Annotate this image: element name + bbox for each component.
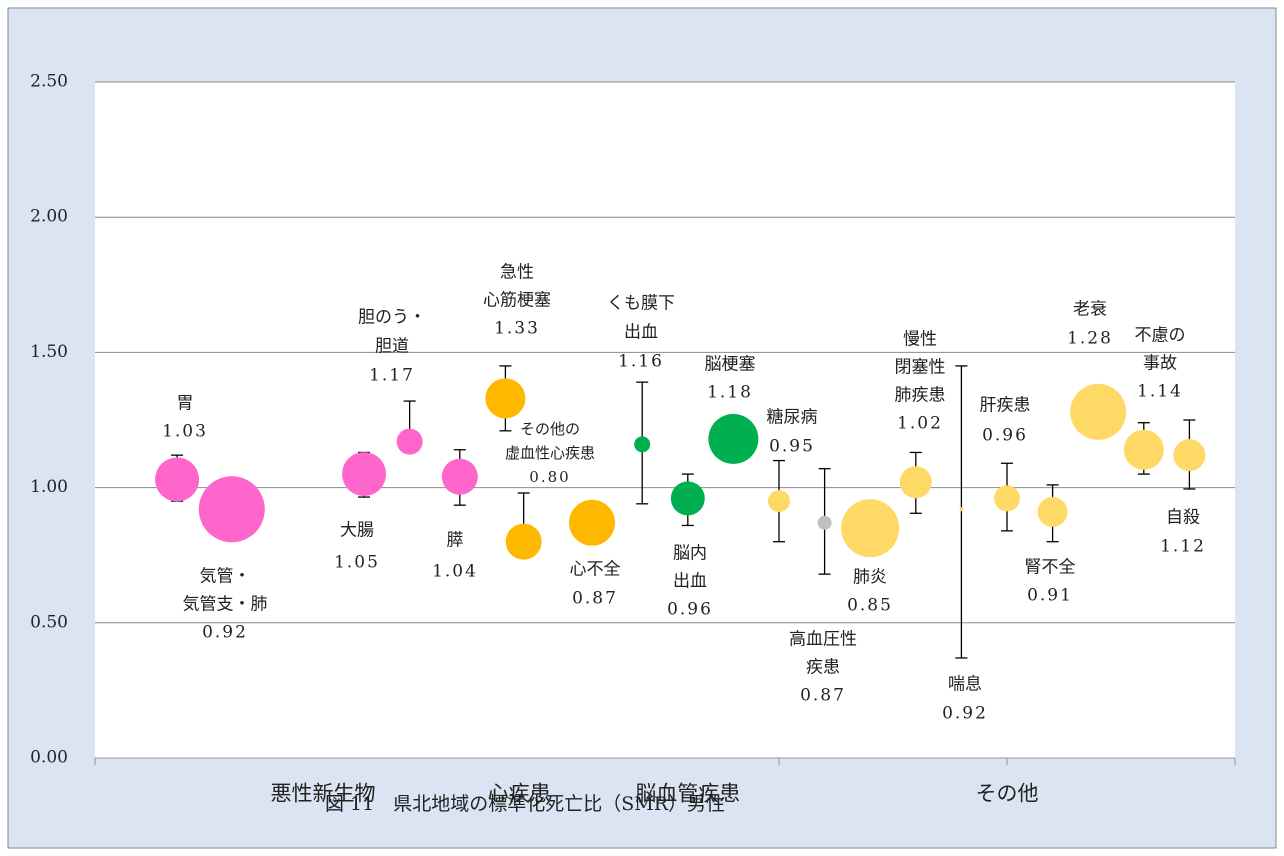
point-label: 閉塞性: [895, 358, 946, 378]
point-label: 糖尿病: [767, 408, 818, 428]
bubble: [505, 523, 542, 560]
bubble: [441, 458, 478, 495]
point-label: 不慮の: [1135, 326, 1186, 346]
bubble: [485, 378, 526, 419]
bubble: [817, 515, 832, 530]
value-label: 1.17: [369, 366, 415, 386]
point-label: 胆のう・: [358, 308, 426, 328]
bubble: [768, 490, 790, 513]
point-label: 心不全: [570, 560, 621, 580]
bubble: [708, 413, 759, 464]
y-tick-label: 2.50: [30, 72, 68, 92]
plot-area: [95, 82, 1235, 758]
value-label: 1.16: [618, 352, 664, 372]
point-label: 大腸: [340, 521, 374, 541]
bubble: [569, 499, 616, 546]
point-label: 出血: [673, 572, 707, 592]
point-label: 膵: [447, 531, 464, 551]
point-label: 急性: [500, 263, 534, 283]
value-label: 1.14: [1137, 382, 1183, 402]
value-label: 0.87: [800, 686, 846, 706]
y-tick-label: 0.50: [30, 612, 68, 632]
value-label: 0.92: [202, 623, 248, 643]
value-label: 1.05: [334, 553, 380, 573]
group-label: その他: [976, 782, 1039, 806]
value-label: 1.02: [897, 414, 943, 434]
value-label: 1.04: [432, 562, 478, 582]
value-label: 1.03: [162, 422, 208, 442]
point-label: 気管・: [200, 567, 251, 587]
group-label: 心疾患: [488, 782, 551, 806]
group-label: 脳血管疾患: [635, 782, 740, 806]
bubble: [1173, 439, 1206, 472]
value-label: 0.91: [1027, 586, 1073, 606]
value-label: 0.96: [667, 600, 713, 620]
value-label: 1.28: [1067, 329, 1113, 349]
point-label: 心筋梗塞: [483, 291, 551, 311]
point-label: 高血圧性: [789, 630, 857, 650]
point-label: 胆道: [375, 337, 409, 357]
chart-title: 図 11 県北地域の標準化死亡比（SMR）男性: [325, 793, 725, 815]
value-label: 0.87: [572, 589, 618, 609]
value-label: 0.95: [769, 437, 815, 457]
group-label: 悪性新生物: [271, 782, 376, 806]
y-tick-label: 0.00: [30, 748, 68, 768]
point-label: 出血: [624, 323, 658, 343]
value-label: 0.92: [942, 704, 988, 724]
value-label: 1.18: [707, 383, 753, 403]
point-label: くも膜下: [607, 294, 675, 314]
point-label: 虚血性心疾患: [505, 444, 595, 462]
point-label: 腎不全: [1025, 558, 1076, 578]
bubble: [198, 476, 265, 543]
y-tick-label: 1.50: [30, 342, 68, 362]
bubble: [1037, 496, 1068, 527]
point-label: 自殺: [1166, 508, 1200, 528]
point-label: 喘息: [948, 675, 982, 695]
point-label: その他の: [520, 420, 580, 438]
point-label: 肺疾患: [895, 386, 946, 406]
bubble: [155, 457, 200, 502]
point-label: 老衰: [1073, 300, 1107, 320]
point-label: 脳梗塞: [705, 355, 756, 375]
value-label: 0.80: [529, 468, 570, 486]
point-label: 気管支・肺: [183, 595, 268, 615]
point-label: 胃: [177, 394, 194, 414]
bubble: [396, 428, 423, 455]
value-label: 0.85: [847, 596, 893, 616]
bubble: [670, 481, 705, 516]
bubble: [959, 507, 964, 512]
y-tick-label: 2.00: [30, 207, 68, 227]
point-label: 肝疾患: [980, 396, 1031, 416]
value-label: 0.96: [982, 426, 1028, 446]
bubble: [899, 466, 932, 499]
bubble: [1123, 429, 1164, 470]
bubble: [994, 485, 1020, 512]
bubble: [634, 436, 651, 453]
y-tick-label: 1.00: [30, 477, 68, 497]
bubble: [1070, 383, 1127, 440]
bubble: [841, 499, 900, 558]
value-label: 1.12: [1160, 537, 1206, 557]
point-label: 慢性: [903, 329, 937, 350]
point-label: 脳内: [673, 544, 707, 564]
point-label: 肺炎: [853, 568, 887, 588]
bubble: [342, 452, 387, 497]
value-label: 1.33: [494, 319, 540, 339]
point-label: 疾患: [806, 658, 840, 678]
point-label: 事故: [1143, 354, 1177, 374]
